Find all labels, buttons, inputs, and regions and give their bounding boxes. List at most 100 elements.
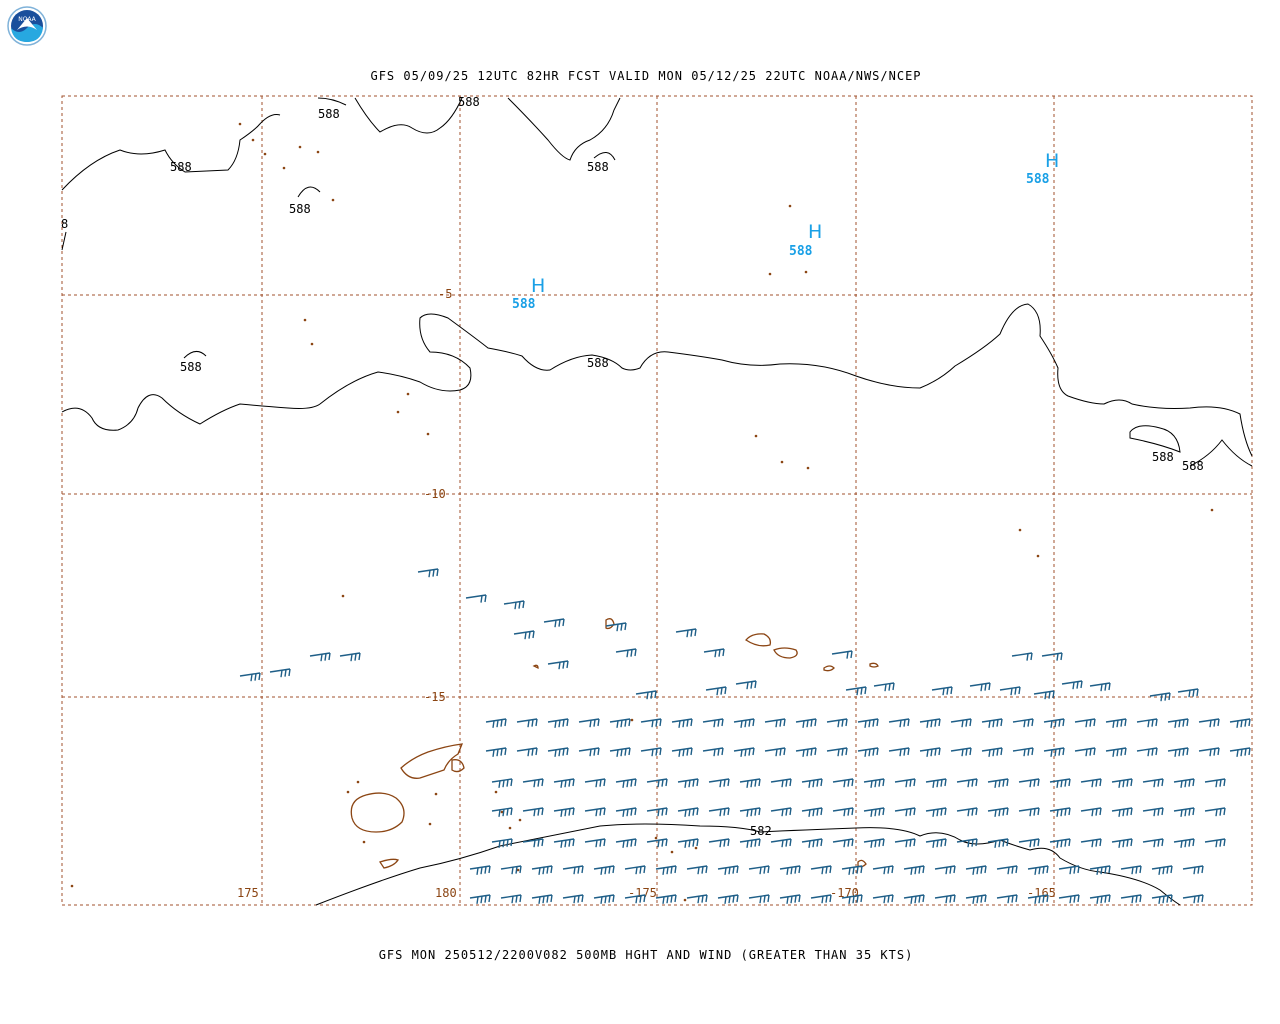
wind-barb-icon [609,718,631,728]
wind-barb-icon [543,618,565,628]
wind-barb-icon [1011,652,1033,661]
fiji-vanua-levu [400,743,464,779]
wind-barb-icon [1058,894,1080,904]
wind-barb-icon [503,600,525,610]
wind-barb-icon [1182,865,1204,875]
wind-barb-icon [925,807,947,817]
wind-barb-icon [1120,865,1142,875]
wind-barb-icon [686,865,708,875]
wind-barb-icon [1198,747,1220,757]
contour-label: 588 [318,107,340,121]
wind-barb-icon [1173,838,1195,848]
wind-barb-icon [857,718,879,728]
wind-barb-icon [485,718,507,728]
wind-barb-icon [888,718,910,728]
wind-barb-icon [1173,807,1195,817]
wind-barb-icon [593,894,615,904]
wind-barb-icon [931,686,953,696]
wind-barb-icon [779,865,801,875]
wind-barb-icon [635,690,657,700]
wind-barb-icon [845,686,867,696]
lon-label-m175: -175 [628,886,657,900]
high-center: H 588 [789,221,822,259]
wind-barb-icon [578,718,600,728]
wind-barb-icon [801,838,823,848]
wind-barb-icon [801,807,823,817]
wind-barb-icon [863,807,885,817]
wind-barb-icon [1151,894,1173,904]
wind-barb-icon [1229,747,1251,757]
wind-barb-icon [831,650,853,659]
wind-barb-icon [702,718,724,728]
wind-barb-icon [1120,894,1142,904]
wind-barb-icon [950,747,972,757]
wind-barb-icon [485,747,507,757]
wind-barb-icon [1080,807,1102,817]
wind-barb-icon [516,718,538,728]
wind-barb-icon [1204,778,1226,788]
wind-barb-icon [522,838,544,848]
wind-barb-icon [547,718,569,728]
wind-barb-icon [708,838,730,848]
wind-barb-icon [987,838,1009,848]
lat-label-15: -15 [424,690,446,704]
wind-barb-icon [677,807,699,817]
fiji-viti-levu [350,792,405,833]
contour-label: 588 [1152,450,1174,464]
wind-barb-icon [832,778,854,788]
wind-barb-icon [999,686,1021,696]
chart-subtitle: GFS MON 250512/2200V082 500MB HGHT AND W… [378,948,914,962]
wind-barb-icon [894,807,916,817]
wind-barb-icon [934,894,956,904]
high-value: 588 [512,297,536,312]
wind-barb-icon [593,865,615,875]
wind-barb-icon [1089,682,1111,692]
wind-barb-icon [863,778,885,788]
wind-barb-icon [925,838,947,848]
wind-barb-icon [469,865,491,875]
wind-barb-icon [655,894,677,904]
wind-barb-icon [500,894,522,904]
wind-barb-icon [733,747,755,757]
wind-barb-icon [1142,807,1164,817]
wind-barb-icon [779,894,801,904]
wind-barb-icon [965,894,987,904]
wind-barb-icon [826,747,848,757]
wind-barb-icon [903,894,925,904]
wind-barb-icon [640,747,662,757]
wind-barb-icon [465,594,487,603]
wind-barb-icon [469,894,491,904]
wind-barb-icon [1204,807,1226,817]
wind-barb-icon [655,865,677,875]
wind-barb-icon [1043,747,1065,757]
wind-barb-icon [1043,718,1065,728]
noaa-logo-icon: NOAA [7,6,47,46]
wind-barb-icon [417,568,439,578]
high-value: 588 [1026,172,1050,187]
wind-barb-icon [956,838,978,848]
contour-label: 588 [1182,459,1204,473]
wind-barb-icon [500,865,522,875]
samoa-upolu [745,633,772,647]
wind-barb-icon [339,652,361,662]
wind-barb-icon [1198,718,1220,728]
wind-barb-icon [1151,865,1173,875]
wind-barb-icon [513,630,535,640]
lon-label-180: 180 [435,886,457,900]
wind-barb-icon [671,718,693,728]
wind-barb-icon [810,865,832,875]
wind-barb-icon [1049,778,1071,788]
wind-barb-icon [562,865,584,875]
wind-barb-icon [708,807,730,817]
wind-barb-icon [903,865,925,875]
wind-barb-icon [269,668,291,678]
contour-label: 588 [458,95,480,109]
wind-barb-icon [950,718,972,728]
wind-barbs [239,568,1251,904]
wind-barb-icon [702,747,724,757]
wind-barb-icon [956,778,978,788]
wind-barb-icon [894,778,916,788]
wind-barb-icon [795,747,817,757]
wind-barb-icon [1167,718,1189,728]
